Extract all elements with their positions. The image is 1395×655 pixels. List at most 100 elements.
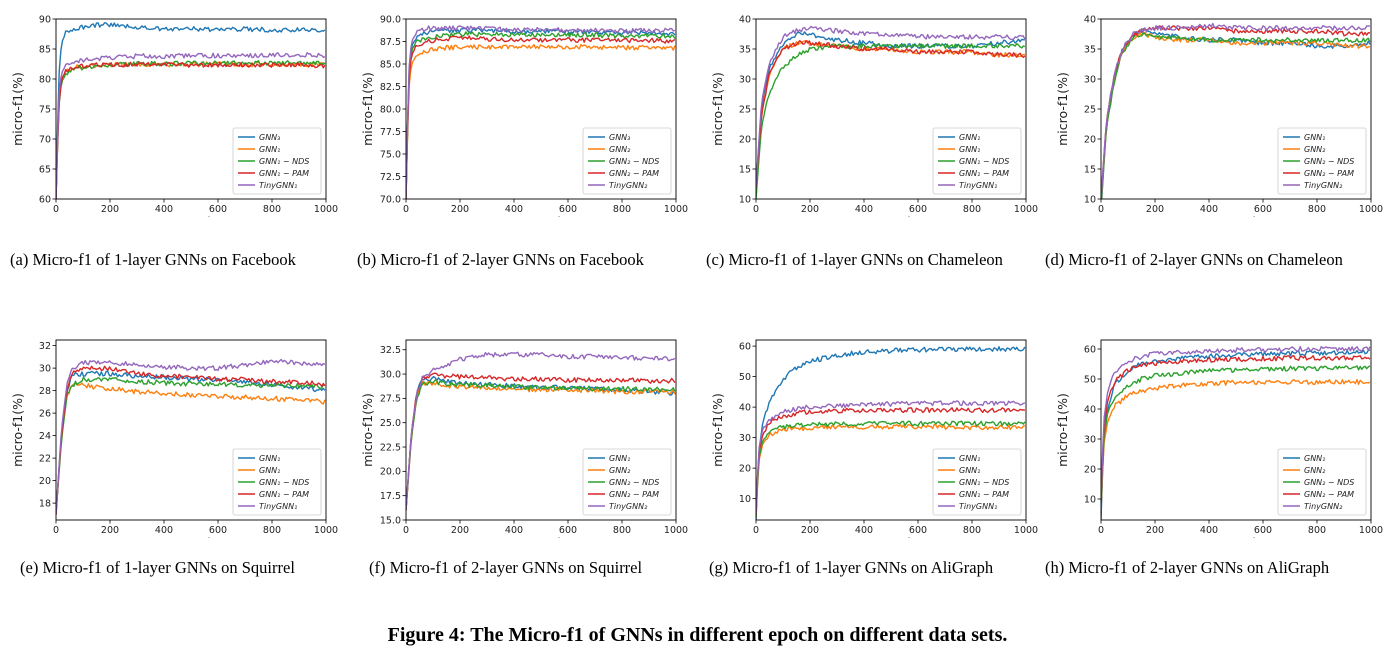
legend: GNN₁ GNN₂ GNN₂ − NDS GNN₂ − PAM TinyGNN₂ bbox=[1277, 448, 1367, 516]
series-line bbox=[756, 42, 1026, 199]
x-tick-label: 0 bbox=[403, 525, 409, 536]
series-line bbox=[756, 346, 1026, 520]
series-group bbox=[56, 358, 326, 515]
series-group bbox=[756, 25, 1026, 199]
legend-label: GNN₃ bbox=[259, 133, 280, 142]
legend: GNN₁ GNN₂ GNN₂ − NDS GNN₂ − PAM TinyGNN₂ bbox=[582, 448, 672, 516]
y-tick-label: 60 bbox=[739, 341, 751, 352]
series-line bbox=[1101, 22, 1371, 199]
y-tick-label: 65 bbox=[39, 164, 51, 175]
y-tick-label: 32.5 bbox=[380, 345, 401, 356]
chart-panel-a: 0 200 400 600 800 1000 60 65 70 75 80 85 90 #epoch mic… bbox=[0, 2, 345, 217]
y-axis-label: micro-f1(%) bbox=[10, 72, 25, 146]
series-line bbox=[56, 365, 326, 515]
legend-label: GNN₂ bbox=[609, 466, 631, 475]
series-line bbox=[56, 61, 326, 199]
y-tick-label: 35 bbox=[1084, 44, 1096, 55]
line-chart-b: 0 200 400 600 800 1000 70.0 72.5 75.0 77.5 80.0 82.… bbox=[360, 14, 688, 217]
series-line bbox=[756, 407, 1026, 514]
x-tick-label: 0 bbox=[1098, 525, 1104, 536]
plot-frame bbox=[1100, 339, 1372, 521]
legend-label: GNN₁ − PAM bbox=[959, 169, 1009, 178]
series-line bbox=[406, 31, 676, 199]
chart-panel-d: 0 200 400 600 800 1000 10 15 20 25 30 35 40 #epoch mic… bbox=[1045, 2, 1390, 217]
y-axis-label: micro-f1(%) bbox=[360, 393, 375, 467]
y-tick-label: 20.0 bbox=[380, 467, 401, 478]
x-tick-label: 800 bbox=[263, 525, 281, 536]
y-tick-label: 70 bbox=[39, 134, 51, 145]
y-tick-label: 15 bbox=[739, 164, 751, 175]
y-tick-label: 30 bbox=[1084, 74, 1096, 85]
x-tick-label: 0 bbox=[753, 525, 759, 536]
legend-label: GNN₁ bbox=[959, 133, 980, 142]
legend-label: GNN₂ − PAM bbox=[1304, 490, 1354, 499]
y-tick-label: 27.5 bbox=[380, 394, 401, 405]
y-tick-label: 30.0 bbox=[380, 369, 401, 380]
y-tick-label: 70.0 bbox=[380, 194, 401, 205]
x-tick-label: 1000 bbox=[314, 525, 338, 536]
y-tick-label: 90.0 bbox=[380, 14, 401, 25]
x-tick-label: 600 bbox=[909, 204, 927, 215]
y-tick-label: 35 bbox=[739, 44, 751, 55]
legend: GNN₃ GNN₁ GNN₁ − NDS GNN₁ − PAM TinyGNN₁ bbox=[232, 127, 322, 195]
legend-label: GNN₁ − NDS bbox=[259, 478, 309, 487]
x-tick-label: 400 bbox=[155, 204, 173, 215]
y-tick-label: 85 bbox=[39, 44, 51, 55]
y-tick-label: 72.5 bbox=[380, 172, 401, 183]
x-tick-label: 0 bbox=[53, 525, 59, 536]
y-tick-label: 26 bbox=[39, 408, 51, 419]
series-line bbox=[1101, 365, 1371, 509]
chart-panel-b: 0 200 400 600 800 1000 70.0 72.5 75.0 77.5 80.0 82.… bbox=[350, 2, 695, 217]
x-tick-label: 800 bbox=[1308, 525, 1326, 536]
legend-label: GNN₂ − NDS bbox=[1304, 157, 1354, 166]
series-group bbox=[1101, 345, 1371, 520]
y-tick-label: 32 bbox=[39, 341, 51, 352]
y-tick-label: 20 bbox=[1084, 134, 1096, 145]
y-axis-label: micro-f1(%) bbox=[1055, 393, 1070, 467]
legend-label: GNN₁ bbox=[1304, 133, 1325, 142]
x-tick-label: 200 bbox=[101, 525, 119, 536]
y-tick-label: 25 bbox=[1084, 104, 1096, 115]
y-tick-label: 30 bbox=[739, 74, 751, 85]
y-tick-label: 80.0 bbox=[380, 104, 401, 115]
x-tick-label: 400 bbox=[505, 204, 523, 215]
legend-label: TinyGNN₂ bbox=[1304, 181, 1343, 190]
x-tick-label: 600 bbox=[1254, 525, 1272, 536]
legend-label: GNN₂ bbox=[1304, 145, 1326, 154]
x-tick-label: 200 bbox=[801, 525, 819, 536]
x-tick-label: 600 bbox=[909, 525, 927, 536]
x-tick-label: 600 bbox=[559, 525, 577, 536]
caption-a: (a) Micro-f1 of 1-layer GNNs on Facebook bbox=[10, 250, 296, 269]
y-tick-label: 25 bbox=[739, 104, 751, 115]
y-tick-label: 10 bbox=[739, 194, 751, 205]
legend: GNN₁ GNN₁ GNN₁ − NDS GNN₁ − PAM TinyGNN₁ bbox=[232, 448, 322, 516]
y-tick-label: 10 bbox=[1084, 494, 1096, 505]
series-line bbox=[756, 400, 1026, 514]
y-tick-label: 75 bbox=[39, 104, 51, 115]
plot-frame bbox=[755, 339, 1027, 521]
series-line bbox=[406, 372, 676, 511]
series-group bbox=[406, 25, 676, 199]
series-line bbox=[1101, 345, 1371, 500]
y-axis-label: micro-f1(%) bbox=[710, 393, 725, 467]
legend-label: GNN₁ bbox=[259, 145, 280, 154]
legend-label: GNN₃ bbox=[609, 133, 630, 142]
legend-label: GNN₁ − PAM bbox=[259, 169, 309, 178]
y-tick-label: 30 bbox=[1084, 434, 1096, 445]
y-tick-label: 20 bbox=[1084, 464, 1096, 475]
legend: GNN₃ GNN₂ GNN₂ − NDS GNN₂ − PAM TinyGNN₂ bbox=[582, 127, 672, 195]
line-chart-g: 0 200 400 600 800 1000 10 20 30 40 50 60 #epoch micro… bbox=[710, 339, 1038, 538]
legend-label: GNN₂ − PAM bbox=[609, 169, 659, 178]
plot-frame bbox=[55, 339, 327, 521]
series-line bbox=[406, 25, 676, 199]
y-tick-label: 75.0 bbox=[380, 149, 401, 160]
legend-label: GNN₂ − NDS bbox=[609, 478, 659, 487]
y-tick-label: 17.5 bbox=[380, 491, 401, 502]
y-tick-label: 40 bbox=[739, 14, 751, 25]
legend-label: TinyGNN₂ bbox=[609, 181, 648, 190]
legend-label: GNN₂ bbox=[1304, 466, 1326, 475]
x-axis-label: #epoch bbox=[867, 214, 916, 217]
legend-label: GNN₁ bbox=[959, 466, 980, 475]
legend: GNN₁ GNN₁ GNN₁ − NDS GNN₁ − PAM TinyGNN₁ bbox=[932, 448, 1022, 516]
x-tick-label: 1000 bbox=[314, 204, 338, 215]
